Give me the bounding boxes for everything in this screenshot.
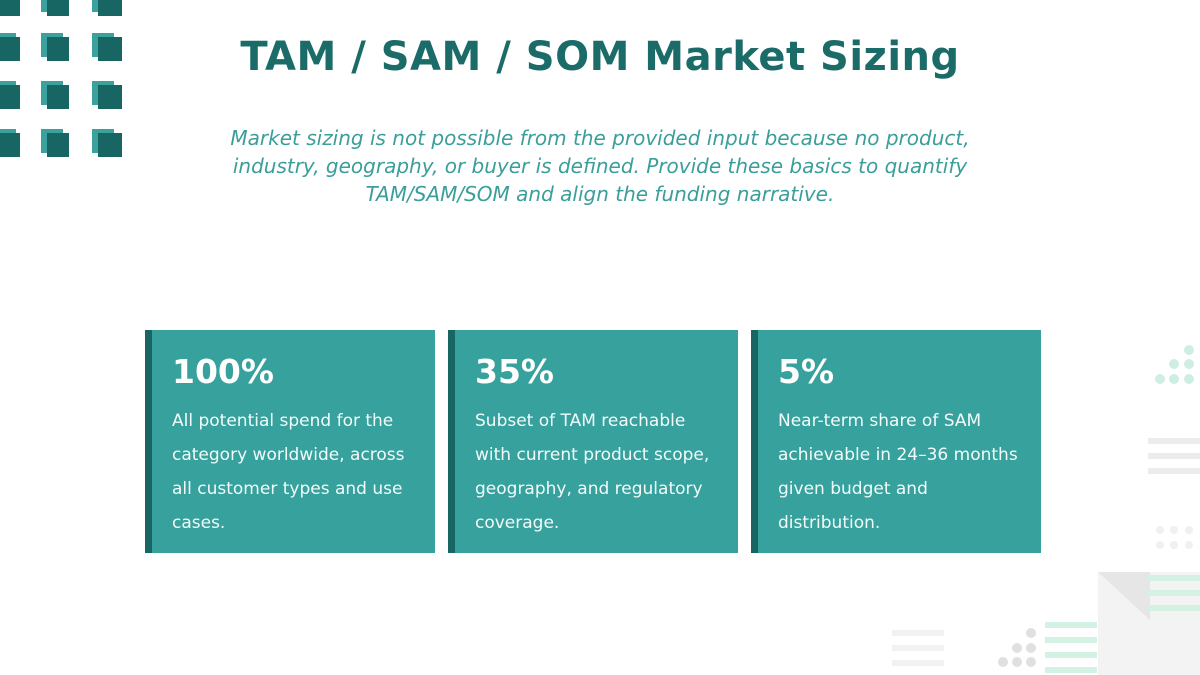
card-text: Near-term share of SAM achievable in 24–…	[778, 411, 1018, 533]
square-grid	[0, 0, 122, 157]
right-ornaments	[892, 345, 1200, 675]
metric-card: 5% Near-term share of SAM achievable in 2…	[751, 330, 1041, 553]
card-stat: 5%	[778, 352, 835, 391]
card-text: All potential spend for the category wor…	[172, 411, 405, 533]
metric-card: 35% Subset of TAM reachable with current …	[448, 330, 738, 553]
card-text: Subset of TAM reachable with current pro…	[475, 411, 710, 533]
title: TAM / SAM / SOM Market Sizing	[240, 34, 960, 80]
card-stat: 35%	[475, 352, 554, 391]
card-stat: 100%	[172, 352, 274, 391]
subtitle: Market sizing is not possible from the p…	[230, 126, 970, 206]
card-row: 100% All potential spend for the category…	[145, 330, 1041, 553]
metric-card: 100% All potential spend for the category…	[145, 330, 435, 553]
